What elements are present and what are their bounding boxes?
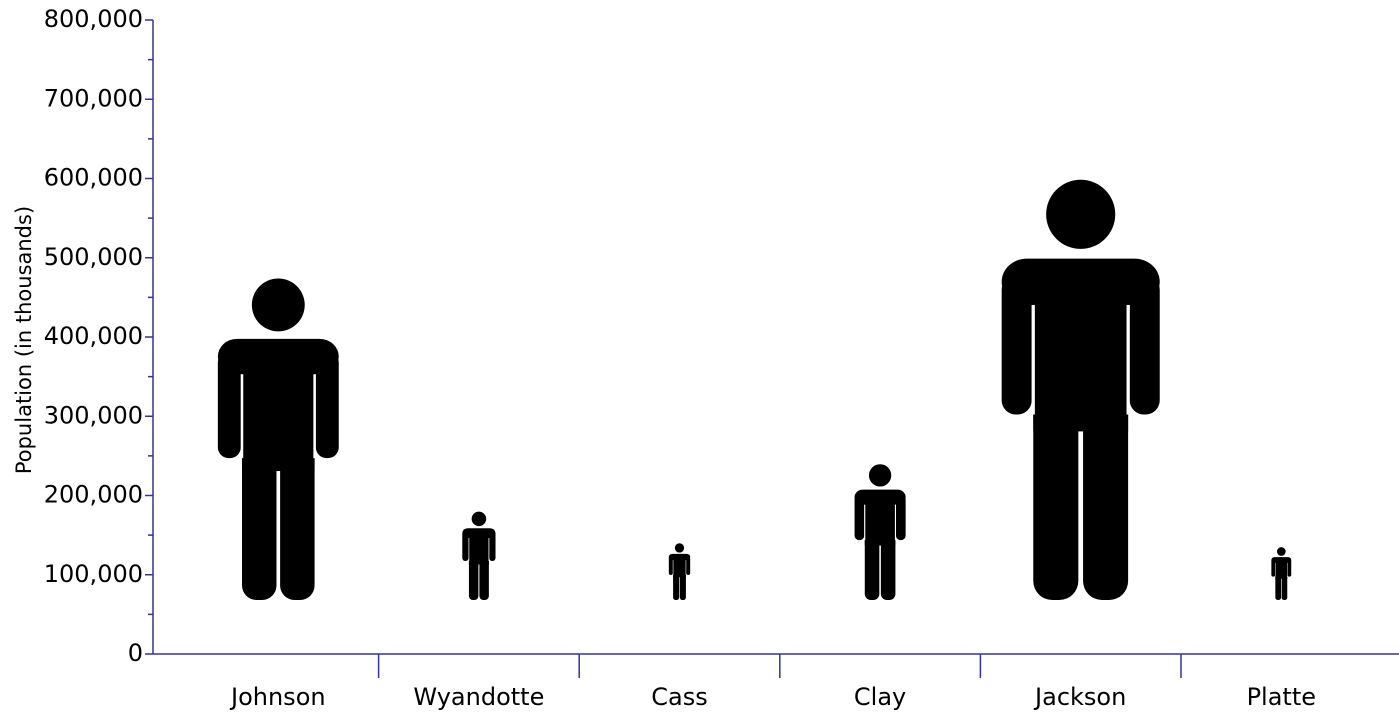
head (1046, 179, 1116, 249)
x-tick-label: Platte (1247, 683, 1316, 711)
head (868, 464, 892, 487)
left-leg (673, 571, 680, 600)
y-tick-label: 100,000 (44, 560, 143, 588)
left-arm (462, 531, 469, 561)
y-tick-label: 400,000 (44, 322, 143, 350)
y-axis-label: Population (in thousands) (12, 206, 36, 474)
y-tick-label: 200,000 (44, 481, 143, 509)
y-tick-label: 600,000 (44, 164, 143, 192)
x-tick-label: Clay (854, 683, 906, 711)
x-tick-label: Cass (651, 683, 707, 711)
right-arm (315, 351, 339, 459)
person-icon (854, 464, 906, 600)
right-leg (1083, 389, 1129, 600)
arm-gap-right (1126, 304, 1130, 415)
left-arm (217, 351, 241, 459)
left-leg (242, 438, 277, 600)
right-arm (489, 531, 496, 561)
left-leg (1275, 573, 1282, 600)
arm-gap-right (488, 537, 490, 561)
torso (1275, 558, 1288, 579)
left-arm (1271, 559, 1276, 577)
right-arm (1129, 275, 1160, 415)
left-leg (468, 555, 479, 600)
head (1276, 547, 1286, 556)
left-leg (864, 531, 880, 600)
right-arm (895, 495, 906, 541)
right-leg (1281, 573, 1288, 600)
right-arm (686, 556, 691, 575)
right-leg (280, 438, 315, 600)
right-leg (479, 555, 489, 600)
right-leg (880, 531, 896, 600)
head (674, 543, 685, 553)
arm-gap-left (864, 504, 866, 541)
x-tick-label: Johnson (229, 683, 326, 711)
x-tick-label: Wyandotte (413, 683, 544, 711)
arm-gap-right (894, 504, 896, 541)
head (471, 511, 487, 527)
right-leg (679, 571, 686, 600)
y-tick-label: 500,000 (44, 243, 143, 271)
right-arm (1287, 559, 1292, 577)
arm-gap-left (1031, 304, 1035, 415)
person-icon (1001, 179, 1160, 600)
person-icon (217, 278, 339, 600)
person-icon (462, 511, 496, 600)
head (251, 278, 305, 332)
x-tick-label: Jackson (1033, 683, 1126, 711)
arm-gap-left (468, 537, 470, 561)
arm-gap-right (313, 374, 316, 459)
y-tick-label: 0 (128, 639, 143, 667)
y-tick-label: 300,000 (44, 401, 143, 429)
person-icon (1271, 547, 1292, 600)
y-tick-label: 700,000 (44, 84, 143, 112)
left-arm (1001, 275, 1032, 415)
left-arm (668, 556, 673, 575)
arm-gap-left (240, 374, 244, 459)
person-icon (668, 543, 691, 600)
left-arm (854, 495, 865, 541)
y-tick-label: 800,000 (44, 5, 143, 33)
left-leg (1033, 389, 1079, 600)
